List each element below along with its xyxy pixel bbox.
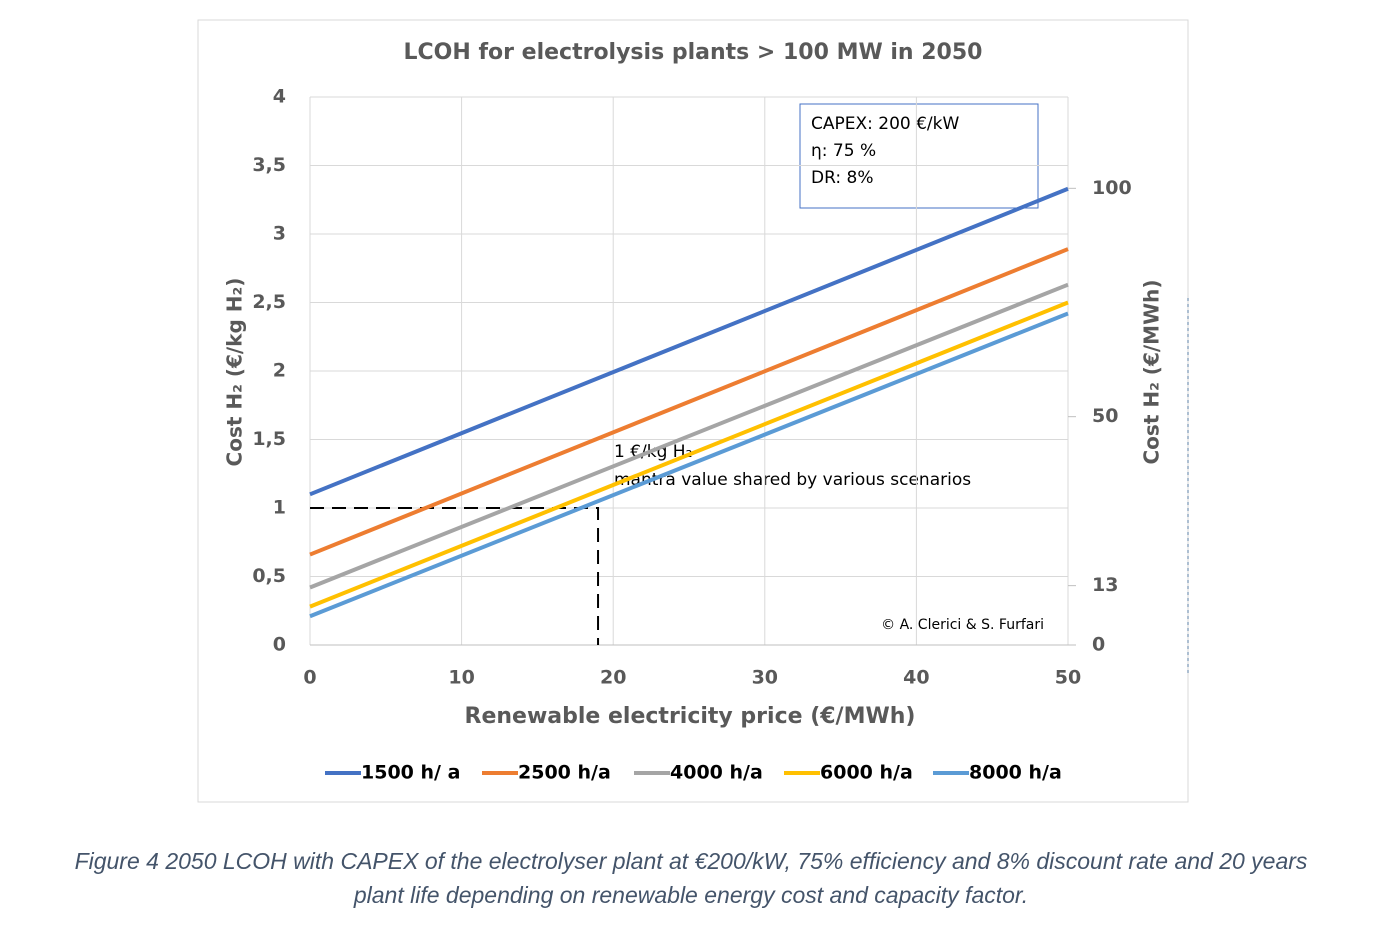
y-tick-label: 0: [273, 634, 286, 656]
series-line: [309, 247, 1069, 557]
x-tick-label: 20: [600, 667, 626, 689]
chart-frame: [197, 19, 1189, 803]
y2-tick-label: 100: [1092, 177, 1132, 199]
series-line: [309, 300, 1069, 609]
chart-title: LCOH for electrolysis plants > 100 MW in…: [404, 40, 983, 65]
reference-line: [310, 507, 600, 645]
y2-tick-label: 0: [1092, 634, 1105, 656]
x-tick-label: 0: [303, 667, 316, 689]
legend-label: 8000 h/a: [969, 762, 1062, 784]
info-box: [799, 103, 1039, 209]
y-tick-label: 1,5: [252, 428, 286, 450]
y-tick-label: 0,5: [252, 565, 286, 587]
y-tick-label: 4: [273, 86, 286, 108]
x-tick-label: 40: [903, 667, 929, 689]
x-tick-label: 50: [1055, 667, 1081, 689]
x-axis-title: Renewable electricity price (€/MWh): [465, 704, 916, 729]
x-tick-label: 10: [448, 667, 474, 689]
y-tick-label: 3: [273, 223, 286, 245]
y2-tick-label: 13: [1092, 574, 1118, 596]
credit: © A. Clerici & S. Furfari: [881, 617, 1044, 633]
x-tick-label: 30: [752, 667, 778, 689]
caption: Figure 4 2050 LCOH with CAPEX of the ele…: [75, 848, 1308, 874]
y-tick-label: 3,5: [252, 154, 286, 176]
series-line: [309, 282, 1069, 590]
legend-label: 6000 h/a: [820, 762, 913, 784]
info-text: η: 75 %: [811, 141, 876, 161]
legend-label: 1500 h/ a: [361, 762, 460, 784]
series-line: [309, 186, 1069, 497]
legend-label: 4000 h/a: [670, 762, 763, 784]
series-line: [309, 311, 1069, 619]
info-text: DR: 8%: [811, 168, 873, 188]
y-tick-label: 2,5: [252, 291, 286, 313]
y-axis-title: Cost H₂ (€/kg H₂): [223, 278, 247, 467]
y2-tick-label: 50: [1092, 405, 1118, 427]
y2-axis-title: Cost H₂ (€/MWh): [1140, 279, 1164, 464]
legend-label: 2500 h/a: [518, 762, 611, 784]
y-tick-label: 2: [273, 360, 286, 382]
annotation: mantra value shared by various scenarios: [614, 470, 971, 490]
caption: plant life depending on renewable energy…: [353, 882, 1028, 908]
y-tick-label: 1: [273, 497, 286, 519]
info-text: CAPEX: 200 €/kW: [811, 114, 960, 134]
